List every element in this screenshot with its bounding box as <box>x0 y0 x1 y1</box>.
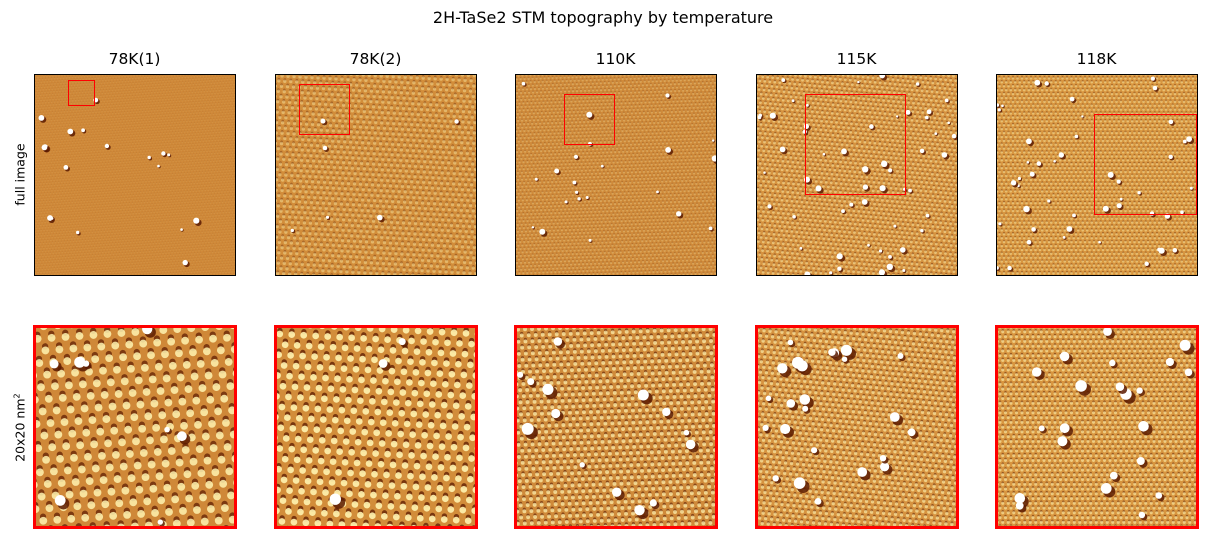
roi-box-78k-1 <box>68 80 95 106</box>
row-label-zoom: 20x20 nm2 <box>12 378 27 478</box>
zoom-image-115k <box>755 325 959 529</box>
roi-box-115k <box>805 94 906 195</box>
roi-box-118k <box>1094 114 1197 215</box>
zoom-image-118k <box>995 325 1199 529</box>
roi-box-78k-2 <box>299 84 350 135</box>
column-title-78k-2: 78K(2) <box>275 50 476 68</box>
column-title-115k: 115K <box>756 50 957 68</box>
zoom-image-texture <box>998 328 1196 526</box>
zoom-image-78k-2 <box>274 325 478 529</box>
zoom-image-texture <box>36 328 234 526</box>
figure-title: 2H-TaSe2 STM topography by temperature <box>0 8 1206 27</box>
row-label-full-image: full image <box>13 125 28 225</box>
zoom-image-texture <box>758 328 956 526</box>
zoom-image-110k <box>514 325 718 529</box>
column-title-78k-1: 78K(1) <box>34 50 235 68</box>
full-image-78k-1 <box>34 74 236 276</box>
zoom-image-texture <box>277 328 475 526</box>
zoom-image-78k-1 <box>33 325 237 529</box>
full-image-texture <box>35 75 235 275</box>
column-title-118k: 118K <box>996 50 1197 68</box>
full-image-texture <box>516 75 716 275</box>
full-image-110k <box>515 74 717 276</box>
roi-box-110k <box>564 94 615 145</box>
zoom-image-texture <box>517 328 715 526</box>
column-title-110k: 110K <box>515 50 716 68</box>
